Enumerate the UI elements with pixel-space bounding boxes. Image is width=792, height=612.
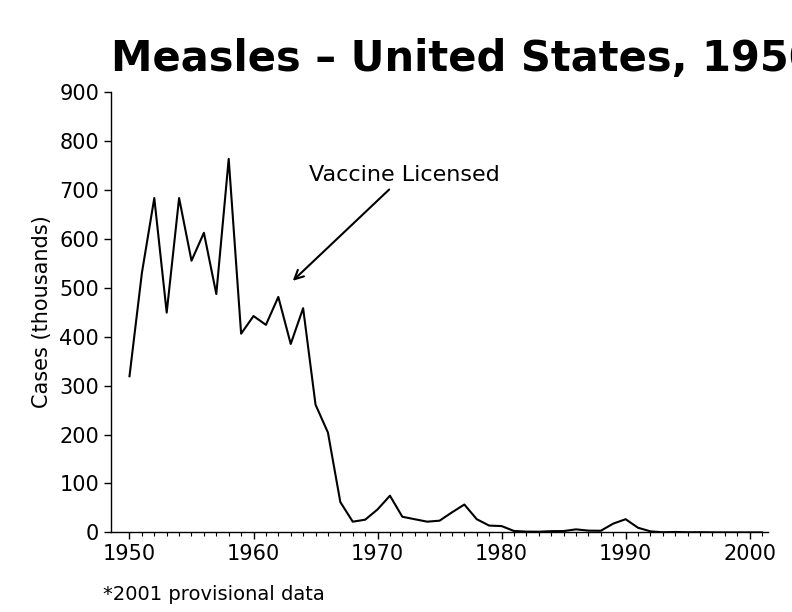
Text: Vaccine Licensed: Vaccine Licensed	[295, 165, 500, 279]
Text: Measles – United States, 1950-2001*: Measles – United States, 1950-2001*	[111, 38, 792, 80]
Text: *2001 provisional data: *2001 provisional data	[103, 584, 325, 604]
Y-axis label: Cases (thousands): Cases (thousands)	[32, 216, 52, 408]
